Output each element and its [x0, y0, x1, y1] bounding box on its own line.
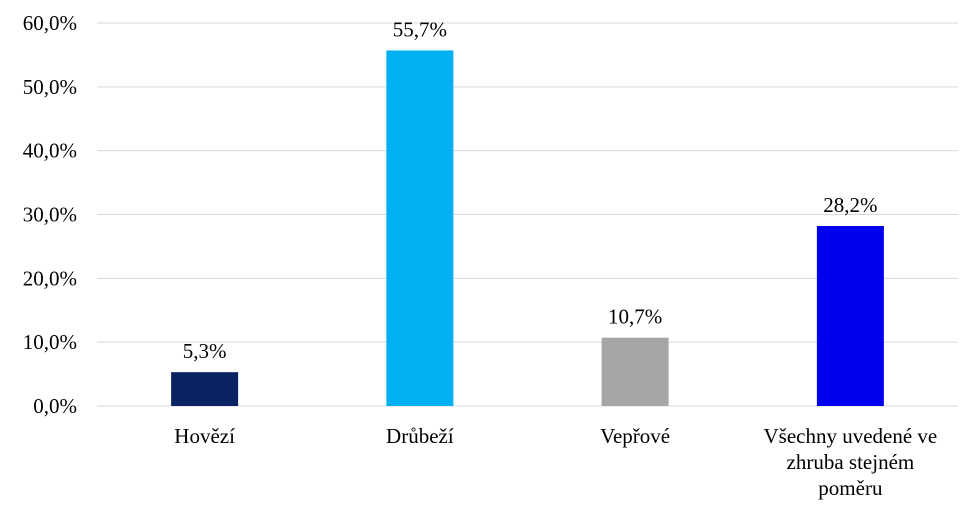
y-tick-label: 0,0% — [33, 394, 77, 418]
x-category-label: Drůbeží — [386, 424, 454, 448]
bar — [386, 50, 454, 406]
x-category-label: Všechny uvedené ve zhruba stejném poměru — [763, 424, 937, 500]
y-tick-label: 20,0% — [23, 266, 77, 290]
data-label: 28,2% — [823, 193, 877, 217]
bar — [171, 372, 239, 406]
data-labels: 5,3% 55,7% 10,7% 28,2% — [183, 17, 878, 363]
y-axis-tick-labels: 0,0% 10,0% 20,0% 30,0% 40,0% 50,0% 60,0% — [23, 11, 77, 418]
y-tick-label: 30,0% — [23, 203, 77, 227]
gridlines — [97, 22, 958, 407]
y-tick-label: 10,0% — [23, 330, 77, 354]
bar — [816, 225, 884, 406]
x-category-label: Vepřové — [600, 424, 670, 448]
x-axis-category-labels: Hovězí Drůbeží Vepřové Všechny uvedené ve zh… — [174, 424, 937, 500]
data-label: 5,3% — [183, 339, 227, 363]
bar — [601, 337, 669, 406]
y-tick-label: 50,0% — [23, 75, 77, 99]
data-label: 55,7% — [393, 17, 447, 41]
bars — [171, 50, 884, 406]
x-category-label: Hovězí — [174, 424, 235, 448]
data-label: 10,7% — [608, 305, 662, 329]
y-tick-label: 40,0% — [23, 139, 77, 163]
y-tick-label: 60,0% — [23, 11, 77, 35]
